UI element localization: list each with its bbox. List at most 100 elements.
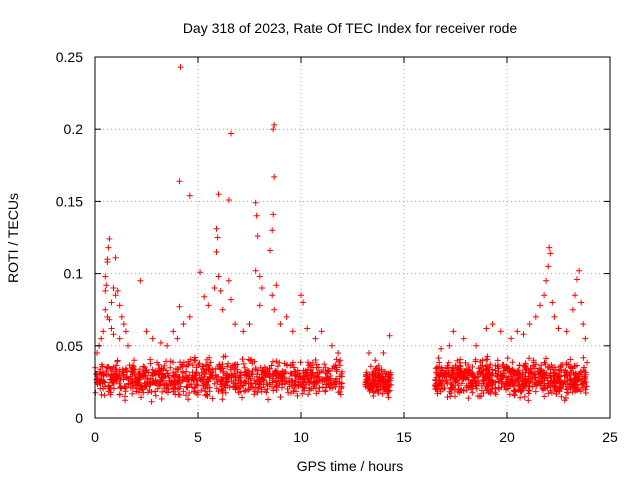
data-point	[101, 379, 108, 386]
data-point	[104, 364, 111, 370]
data-point	[548, 389, 555, 396]
data-point	[328, 342, 335, 349]
y-tick-label: 0.05	[56, 338, 83, 354]
data-point	[319, 376, 326, 383]
data-point	[97, 380, 104, 387]
data-point	[214, 234, 221, 241]
data-point	[309, 359, 316, 366]
data-point	[266, 381, 273, 388]
data-point	[175, 374, 182, 381]
data-point	[381, 368, 388, 375]
data-point	[174, 335, 181, 342]
data-point	[385, 394, 392, 401]
data-point	[290, 359, 296, 366]
data-point	[458, 380, 465, 387]
data-point	[277, 321, 284, 328]
data-point	[219, 396, 226, 403]
data-point	[239, 394, 245, 401]
data-point	[107, 376, 113, 383]
data-point	[380, 350, 387, 356]
data-point	[457, 363, 464, 370]
data-point	[532, 388, 539, 395]
data-point	[212, 365, 219, 372]
data-points	[92, 64, 591, 405]
data-point	[108, 371, 115, 378]
data-point	[109, 366, 116, 372]
x-tick-label: 20	[499, 429, 515, 445]
data-point	[336, 388, 343, 395]
data-point	[266, 365, 273, 372]
data-point	[110, 379, 117, 386]
data-point	[179, 377, 186, 384]
data-point	[228, 371, 235, 378]
data-point	[362, 373, 369, 380]
data-point	[293, 388, 299, 395]
data-point	[364, 376, 371, 382]
data-point	[130, 363, 137, 370]
data-point	[372, 374, 379, 381]
y-tick-label: 0.1	[64, 266, 84, 282]
data-point	[248, 383, 255, 390]
data-point	[508, 370, 515, 377]
data-point	[98, 391, 105, 398]
data-point	[503, 374, 510, 381]
data-point	[200, 382, 206, 389]
data-point	[556, 388, 563, 395]
data-point	[515, 376, 522, 383]
data-point	[551, 382, 558, 389]
data-point	[183, 375, 190, 382]
data-point	[498, 379, 505, 385]
data-point	[158, 395, 165, 402]
data-point	[225, 277, 232, 284]
data-point	[114, 357, 121, 364]
data-point	[436, 359, 443, 366]
data-point	[252, 199, 259, 206]
data-point	[104, 259, 111, 265]
data-point	[563, 328, 570, 335]
data-point	[450, 328, 457, 335]
data-point	[254, 389, 261, 396]
data-point	[300, 384, 307, 391]
data-point	[206, 375, 213, 382]
data-point	[228, 130, 234, 137]
data-point	[105, 388, 112, 395]
data-point	[375, 362, 382, 369]
data-point	[372, 357, 379, 364]
data-point	[163, 358, 170, 365]
data-point	[318, 328, 325, 335]
data-point	[139, 372, 146, 379]
data-point	[253, 373, 260, 380]
data-point	[567, 356, 574, 363]
data-point	[455, 382, 462, 389]
data-point	[135, 370, 142, 377]
data-point	[192, 357, 199, 364]
data-point	[193, 364, 200, 371]
data-point	[482, 375, 489, 381]
data-point	[387, 381, 394, 388]
data-point	[563, 360, 570, 367]
data-point	[310, 385, 317, 392]
data-point	[166, 374, 173, 381]
data-point	[276, 359, 283, 366]
data-point	[578, 299, 585, 306]
data-point	[119, 366, 126, 373]
data-point	[526, 321, 533, 328]
data-point	[238, 369, 244, 376]
data-point	[265, 396, 272, 403]
data-point	[465, 366, 472, 373]
data-point	[484, 353, 491, 360]
data-point	[205, 366, 212, 373]
data-point	[255, 385, 262, 392]
data-point	[179, 368, 186, 375]
data-point	[487, 390, 494, 397]
data-point	[460, 387, 467, 393]
data-point	[310, 373, 317, 380]
data-point	[206, 354, 213, 361]
data-point	[116, 335, 123, 342]
data-point	[274, 363, 281, 370]
data-point	[200, 365, 207, 372]
data-point	[269, 292, 276, 299]
data-point	[433, 386, 440, 393]
data-point	[125, 342, 131, 349]
data-point	[158, 375, 165, 381]
